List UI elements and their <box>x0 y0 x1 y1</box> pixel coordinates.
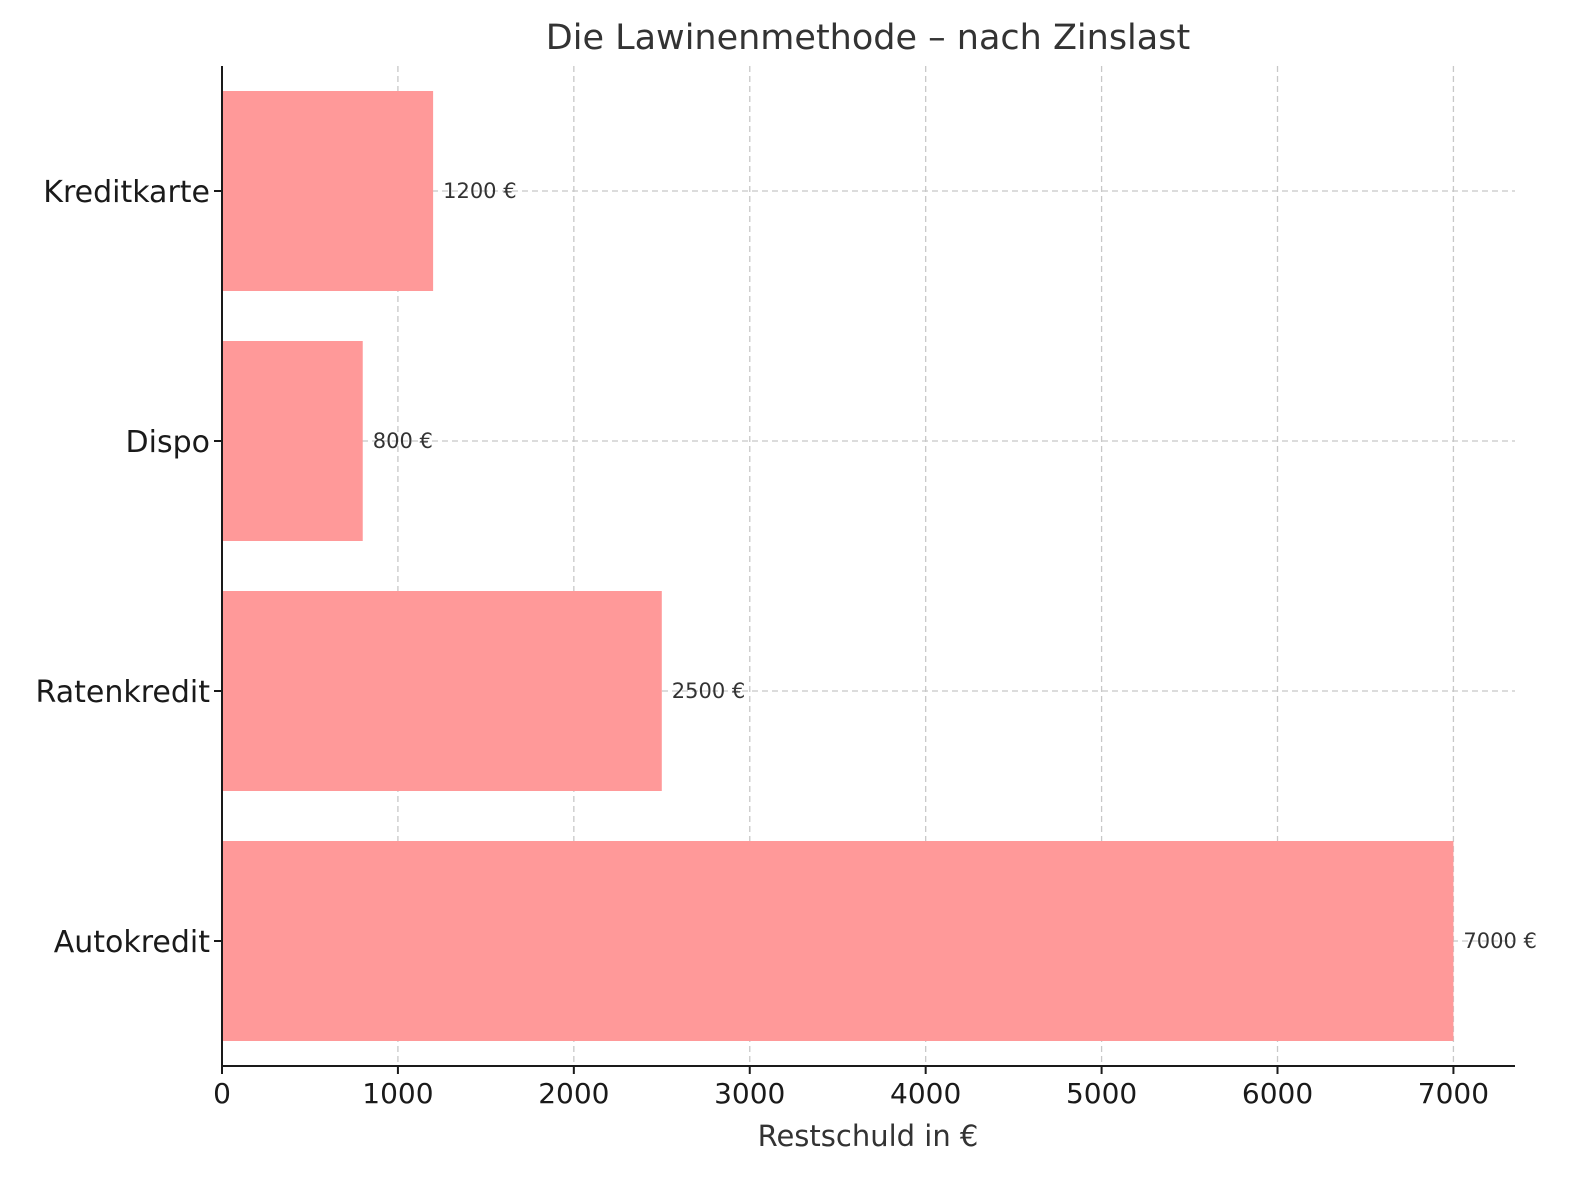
y-tick-label-dispo: Dispo <box>126 425 210 460</box>
x-tick-label: 2000 <box>538 1077 609 1110</box>
bar-dispo <box>222 341 363 541</box>
bars-layer <box>222 91 1454 1041</box>
chart-title: Die Lawinenmethode – nach Zinslast <box>546 18 1190 58</box>
data-label-dispo: 800 € <box>373 429 433 453</box>
data-label-autokredit: 7000 € <box>1463 929 1536 953</box>
bar-ratenkredit <box>222 591 662 791</box>
x-tick-label: 7000 <box>1418 1077 1489 1110</box>
x-tick-label: 3000 <box>714 1077 785 1110</box>
x-tick-label: 0 <box>213 1077 231 1110</box>
data-label-kreditkarte: 1200 € <box>443 179 516 203</box>
y-tick-label-autokredit: Autokredit <box>54 925 211 960</box>
bar-kreditkarte <box>222 91 434 291</box>
x-tick-label: 5000 <box>1066 1077 1137 1110</box>
x-tick-label: 6000 <box>1242 1077 1313 1110</box>
bar-autokredit <box>222 841 1454 1041</box>
y-tick-label-kreditkarte: Kreditkarte <box>43 175 210 210</box>
data-label-ratenkredit: 2500 € <box>672 679 745 703</box>
x-tick-label: 1000 <box>362 1077 433 1110</box>
data-labels-layer: 1200 € 800 € 2500 € 7000 € <box>373 179 1537 953</box>
y-tick-label-ratenkredit: Ratenkredit <box>36 675 211 710</box>
x-axis-label: Restschuld in € <box>758 1119 979 1153</box>
axes-layer: 0 1000 2000 3000 4000 5000 6000 7000 Kreditkarte… <box>36 66 1515 1110</box>
x-tick-label: 4000 <box>890 1077 961 1110</box>
